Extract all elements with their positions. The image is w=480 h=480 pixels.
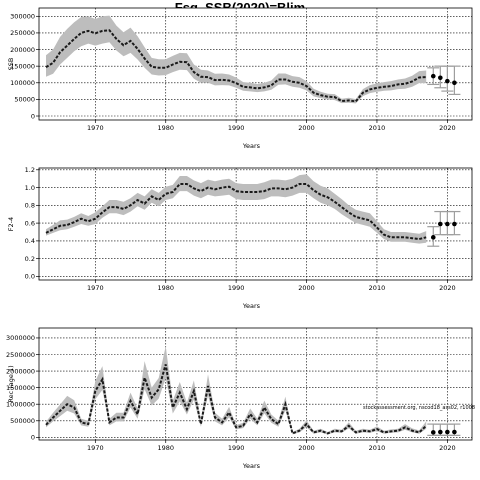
y-tick-label: 3000000 <box>6 334 35 342</box>
forecast-point <box>438 429 443 435</box>
x-tick-label: 2000 <box>298 444 315 452</box>
x-tick-label: 1990 <box>228 284 245 292</box>
y-tick-label: 500000 <box>10 417 35 425</box>
confidence-band <box>46 15 427 104</box>
y-axis-label: SSB <box>7 58 15 71</box>
ssb-panel: 1970 1980 1990 2000 2010 2020 0 50000 100000 1500… <box>7 7 473 150</box>
y-tick-label: 1500000 <box>6 384 35 392</box>
y-tick-label: 200000 <box>10 46 35 54</box>
x-tick-label: 1970 <box>87 444 104 452</box>
forecast-point <box>438 75 443 81</box>
x-tick-label: 1970 <box>87 124 104 132</box>
forecast-point <box>430 73 436 79</box>
estimate-line <box>45 183 427 241</box>
x-tick-label: 1970 <box>87 284 104 292</box>
y-axis-label: Rec (age 1) <box>7 365 15 402</box>
y-tick-label: 0.4 <box>25 237 35 245</box>
y-tick-label: 0.6 <box>25 219 35 227</box>
x-tick-label: 2000 <box>298 284 315 292</box>
y-tick-label: 0.2 <box>25 255 35 263</box>
y-tick-label: 1.0 <box>25 184 35 192</box>
y-tick-label: 1.2 <box>25 166 35 174</box>
forecast-point <box>430 430 436 435</box>
estimate-line <box>45 364 427 435</box>
confidence-band <box>46 174 427 244</box>
forecast-point <box>430 235 436 240</box>
y-tick-label: 150000 <box>10 62 35 70</box>
y-tick-label: 300000 <box>10 13 35 21</box>
y-tick-label: 0 <box>31 112 35 120</box>
y-tick-label: 250000 <box>10 29 35 37</box>
x-tick-label: 2010 <box>369 124 386 132</box>
y-tick-label: 0.0 <box>25 273 35 281</box>
y-tick-label: 0 <box>31 434 35 442</box>
x-axis-label: Years <box>242 142 261 150</box>
x-tick-label: 1980 <box>157 444 174 452</box>
forecast-point <box>452 80 457 86</box>
x-axis-label: Years <box>242 302 261 310</box>
x-tick-label: 2000 <box>298 124 315 132</box>
plot-frame <box>38 167 473 281</box>
y-tick-label: 100000 <box>10 79 35 87</box>
estimate-line <box>45 29 427 103</box>
y-tick-label: 1000000 <box>6 401 35 409</box>
y-tick-label: 0.8 <box>25 202 35 210</box>
x-tick-label: 2010 <box>369 284 386 292</box>
x-tick-label: 1980 <box>157 124 174 132</box>
plot-frame <box>38 7 473 121</box>
y-tick-label: 2500000 <box>6 351 35 359</box>
x-tick-label: 1990 <box>228 444 245 452</box>
fishing-mortality-panel: 1970 1980 1990 2000 2010 2020 0.0 0.2 0.4 0.6 0.8 1… <box>7 166 473 310</box>
confidence-band <box>46 346 427 435</box>
y-tick-label: 50000 <box>14 96 35 104</box>
plot-frame <box>38 327 473 441</box>
forecast-point <box>445 221 450 227</box>
forecast-point <box>452 221 457 227</box>
x-tick-label: 2020 <box>439 124 456 132</box>
y-tick-label: 2000000 <box>6 367 35 375</box>
forecast-point <box>452 429 457 435</box>
y-axis-label: F2-4 <box>7 217 15 231</box>
x-tick-label: 1980 <box>157 284 174 292</box>
recruitment-panel: 1970 1980 1990 2000 2010 2020 0 500000 1000000 15… <box>6 327 473 470</box>
x-tick-label: 2010 <box>369 444 386 452</box>
forecast-point <box>438 221 443 227</box>
x-tick-label: 2020 <box>439 284 456 292</box>
x-tick-label: 1990 <box>228 124 245 132</box>
watermark-text: stockassessment.org, nscod18_ass02, r100… <box>363 405 475 411</box>
forecast-point <box>445 429 450 435</box>
forecast-point <box>445 78 450 84</box>
x-tick-label: 2020 <box>439 444 456 452</box>
x-axis-label: Years <box>242 462 261 470</box>
